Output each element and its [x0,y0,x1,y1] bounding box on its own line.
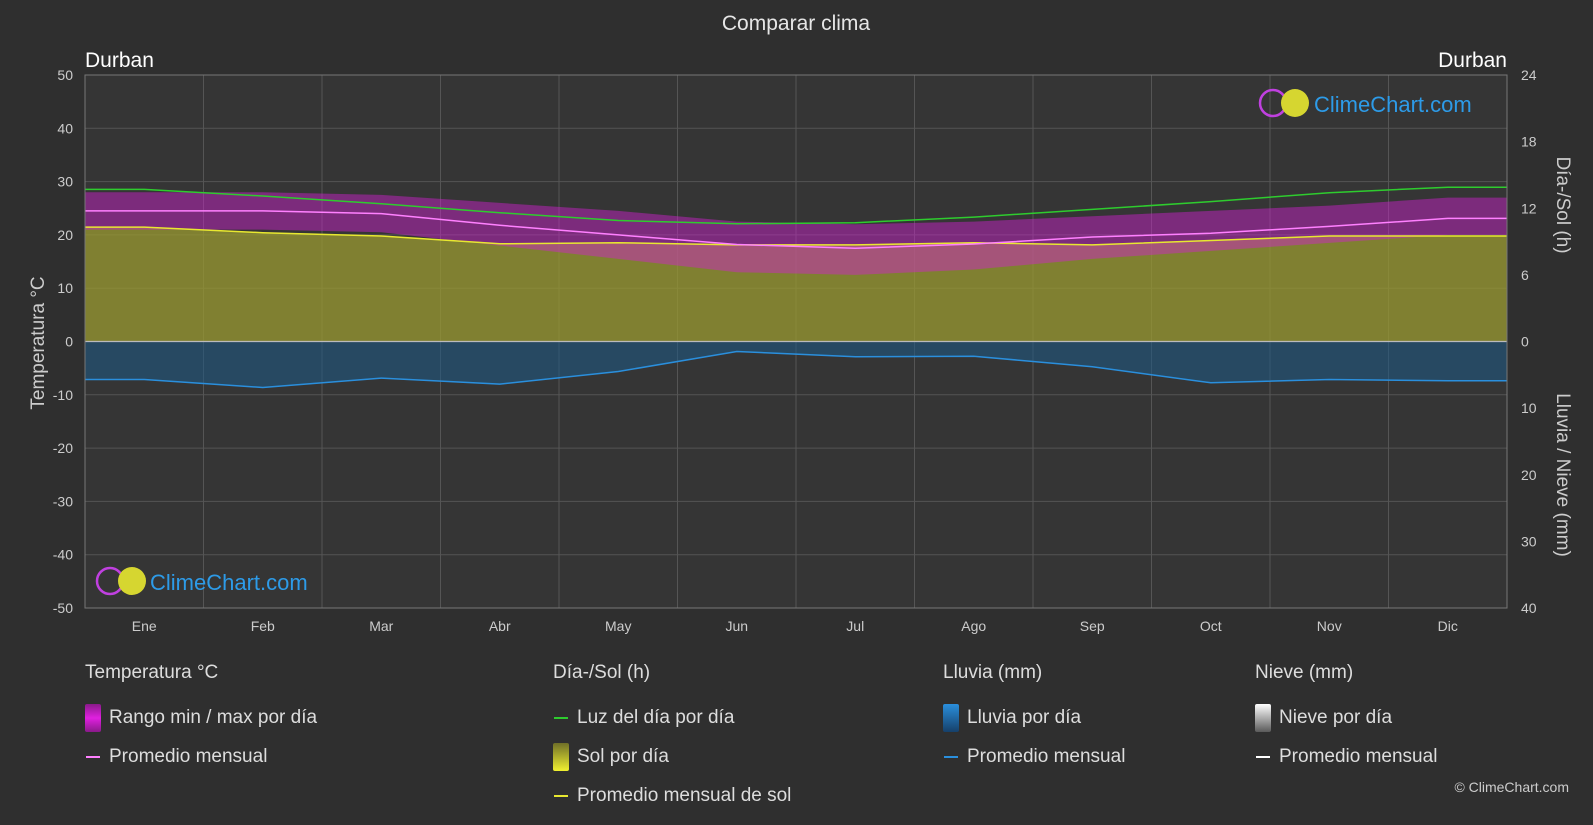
month-label: Ene [132,618,157,634]
temp-avg-line-icon [86,755,100,758]
month-label: Nov [1317,618,1342,634]
logo-bottom: ClimeChart.com [95,566,308,596]
rain-area [85,341,1507,388]
left-tick-label: -50 [53,600,73,616]
left-tick-label: 50 [57,67,73,83]
temp-range-band [85,192,1507,275]
logo-text: ClimeChart.com [150,570,308,595]
legend: Temperatura °C Rango min / max por día P… [0,662,1593,812]
right-bottom-tick-label: 20 [1521,467,1537,483]
left-tick-label: -10 [53,387,73,403]
left-tick-label: 10 [57,280,73,296]
logo-sun-icon [1281,89,1309,117]
daylight-line-icon [554,716,568,719]
legend-sun-avg: Promedio mensual de sol [553,776,791,815]
right-bottom-axis-label: Lluvia / Nieve (mm) [1552,393,1573,557]
legend-temperature-header: Temperatura °C [85,662,219,683]
sun-avg-line-icon [554,794,568,797]
location-left: Durban [85,49,154,72]
right-top-tick-label: 6 [1521,267,1529,283]
left-tick-label: 30 [57,174,73,190]
left-tick-label: -20 [53,440,73,456]
snow-avg-line-icon [1256,755,1270,758]
legend-rain-avg: Promedio mensual [943,737,1125,776]
logo-top: ClimeChart.com [1258,88,1472,118]
legend-temp-avg-label: Promedio mensual [109,745,268,767]
legend-snow-avg-label: Promedio mensual [1279,745,1438,767]
month-label: Mar [369,618,393,634]
legend-snow-day-label: Nieve por día [1279,706,1393,728]
left-tick-label: 20 [57,227,73,243]
logo-text: ClimeChart.com [1314,92,1472,117]
month-label: Ago [961,618,986,634]
left-axis-label: Temperatura °C [28,276,49,409]
copyright: © ClimeChart.com [1454,779,1569,795]
left-tick-label: 0 [65,334,73,350]
legend-daysun-header: Día-/Sol (h) [553,662,651,683]
sunshine-area [85,227,1507,342]
snow-swatch-icon [1255,703,1271,732]
sun-swatch-icon [553,742,569,771]
legend-daylight: Luz del día por día [553,698,791,737]
legend-rain-day: Lluvia por día [943,698,1125,737]
right-bottom-tick-label: 10 [1521,400,1537,416]
legend-temperature: Temperatura °C Rango min / max por día P… [85,662,317,776]
left-axis-ticks: 50 40 30 20 10 0 -10 -20 -30 -40 -50 [53,67,73,616]
location-right: Durban [1438,49,1507,72]
month-label: Oct [1200,618,1222,634]
plot-frame [84,74,1508,609]
month-label: Dic [1438,618,1458,634]
legend-snow-day: Nieve por día [1255,698,1437,737]
right-top-axis-label: Día-/Sol (h) [1552,156,1573,253]
month-label: Jun [725,618,748,634]
legend-rain-header: Lluvia (mm) [943,662,1043,683]
month-label: Feb [251,618,275,634]
rain-swatch-icon [943,703,959,732]
sun-avg-line [85,226,1507,246]
right-top-tick-label: 24 [1521,67,1537,83]
legend-sun: Sol por día [553,737,791,776]
month-label: May [605,618,631,634]
legend-temp-range-label: Rango min / max por día [109,706,318,728]
rain-avg-line [85,350,1507,389]
legend-snow-avg: Promedio mensual [1255,737,1437,776]
temp-avg-line [85,210,1507,249]
legend-sun-avg-label: Promedio mensual de sol [577,784,792,806]
logo-sun-icon [118,567,146,595]
month-label: Abr [489,618,511,634]
right-top-tick-label: 18 [1521,134,1537,150]
month-labels: Ene Feb Mar Abr May Jun Jul Ago Sep Oct Nov Dic [132,618,1458,634]
daylight-line [85,186,1507,225]
temp-range-swatch-icon [85,703,101,732]
right-top-tick-label: 12 [1521,200,1537,216]
legend-daylight-label: Luz del día por día [577,706,735,728]
left-tick-label: -40 [53,547,73,563]
legend-daysun: Día-/Sol (h) Luz del día por día Sol por… [553,662,791,815]
right-top-tick-label: 0 [1521,334,1529,350]
left-tick-label: 40 [57,120,73,136]
legend-rain-day-label: Lluvia por día [967,706,1082,728]
legend-sun-label: Sol por día [577,745,669,767]
rain-avg-line-icon [944,755,958,758]
right-axis-ticks: 24 18 12 6 0 10 20 30 40 [1521,67,1537,616]
month-label: Sep [1080,618,1105,634]
legend-temp-avg: Promedio mensual [85,737,317,776]
legend-temp-range: Rango min / max por día [85,698,317,737]
legend-rain: Lluvia (mm) Lluvia por día Promedio mens… [943,662,1125,776]
chart-title: Comparar clima [722,12,871,35]
series-layer [84,74,1508,609]
right-bottom-tick-label: 40 [1521,600,1537,616]
right-bottom-tick-label: 30 [1521,533,1537,549]
left-tick-label: -30 [53,493,73,509]
legend-snow: Nieve (mm) Nieve por día Promedio mensua… [1255,662,1437,776]
month-label: Jul [846,618,864,634]
legend-snow-header: Nieve (mm) [1255,662,1354,683]
legend-rain-avg-label: Promedio mensual [967,745,1126,767]
